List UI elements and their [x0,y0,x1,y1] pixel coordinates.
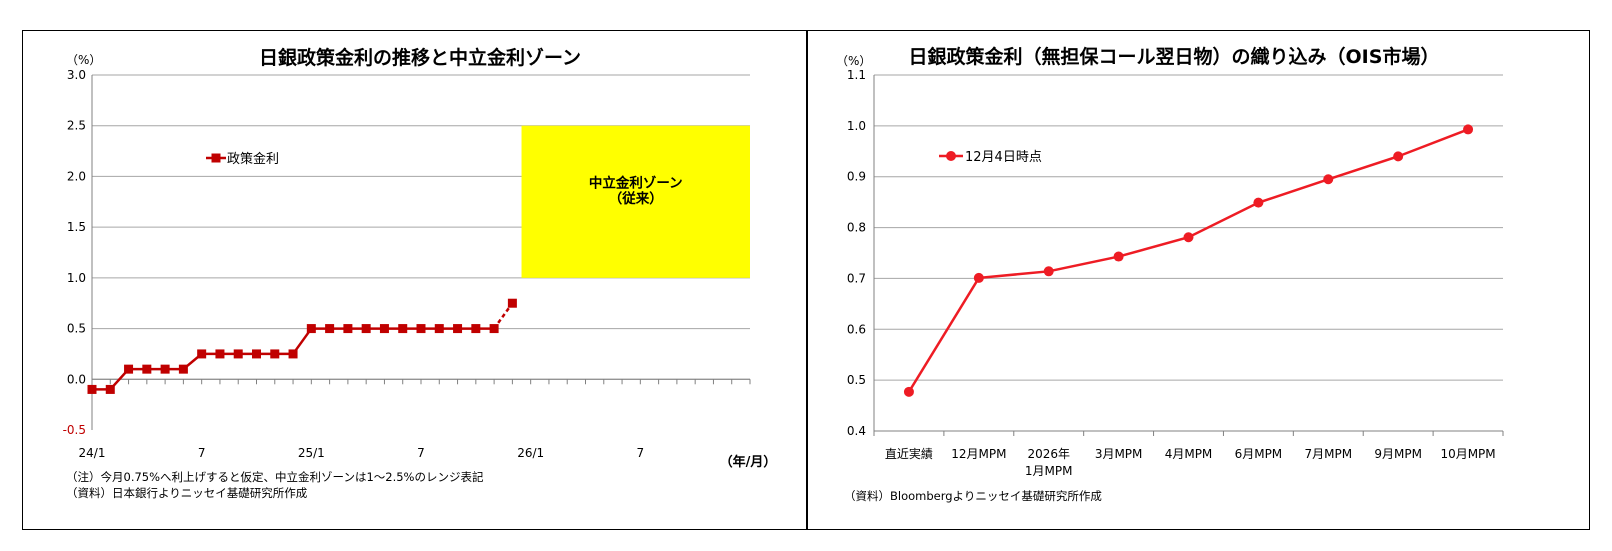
chart2-x-tick-label: 3月MPM [1095,447,1143,461]
chart1-x-tick-label: 7 [637,446,645,460]
chart2-x-tick-label: 2026年 [1027,447,1070,461]
ois-point [1463,124,1474,135]
legend-square-marker [211,153,221,163]
chart2-x-tick-label: 直近実績 [885,446,933,461]
left-chart-panel: 日銀政策金利の推移と中立金利ゾーン （%） 中立金利ゾーン （従来） 3.0 2.… [22,30,806,530]
chart2-y-tick-label: 0.4 [847,424,866,438]
chart2-y-tick-label: 1.1 [847,68,866,82]
ois-line [907,128,1469,393]
chart2-gridlines [874,74,1503,381]
policy-rate-point [142,364,152,374]
chart1-y-tick-label: 0.0 [67,372,86,386]
chart2-x-tick-label: 7月MPM [1304,447,1352,461]
policy-rate-point [270,349,280,359]
chart1-x-tick-labels: 24/1 7 25/1 7 26/1 7 [79,446,645,460]
chart1-note: （注）今月0.75%へ利上げすると仮定、中立金利ゾーンは1～2.5%のレンジ表記 [66,470,484,484]
policy-rate-point [306,324,316,334]
policy-rate-point [288,349,298,359]
policy-rate-point [197,349,207,359]
policy-rate-point [343,324,353,334]
chart2-y-tick-label: 1.0 [847,119,866,133]
ois-point [973,272,984,283]
chart2-x-tick-label: 1月MPM [1025,464,1073,478]
chart1-x-tick-label: 25/1 [298,446,325,460]
right-chart-panel: 日銀政策金利（無担保コール翌日物）の織り込み（OIS市場） （%） 1.1 1.0… [806,30,1590,530]
chart2-x-tick-label: 4月MPM [1165,447,1213,461]
neutral-rate-zone [521,125,750,278]
policy-rate-point [416,324,426,334]
ois-point [1323,174,1334,185]
chart2-source: （資料）Bloombergよりニッセイ基礎研究所作成 [844,489,1102,503]
neutral-rate-zone-label: 中立金利ゾーン [589,175,683,192]
policy-rate-point [398,324,408,334]
panel-divider [806,30,808,530]
policy-rate-point [453,324,463,334]
policy-rate-point [87,384,97,394]
ois-series [903,124,1474,397]
chart1-title: 日銀政策金利の推移と中立金利ゾーン [259,46,581,69]
chart1-y-unit: （%） [66,53,101,67]
policy-rate-point [325,324,335,334]
chart1-y-tick-label: -0.5 [63,423,86,437]
chart1-x-tick-label: 26/1 [517,446,544,460]
policy-rate-point [178,364,188,374]
chart1-y-tick-label: 1.0 [67,271,86,285]
chart1-y-tick-label: 3.0 [67,68,86,82]
chart1-legend: 政策金利 [206,151,279,167]
chart2-y-unit: （%） [836,54,871,68]
chart2-y-tick-labels: 1.1 1.0 0.9 0.8 0.7 0.6 0.5 0.4 [847,68,866,438]
chart1-x-tick-label: 7 [417,446,425,460]
policy-rate-point [434,324,444,334]
ois-point [1253,197,1264,208]
chart2-axes [873,75,1504,436]
ois-point [1113,251,1124,262]
ois-point [1393,151,1404,162]
ois-point [903,386,914,397]
policy-rate-point [252,349,261,359]
chart1-y-tick-label: 2.5 [67,119,86,133]
chart1-axes [91,75,751,430]
policy-rate-point [233,349,243,359]
ois-pricing-chart: 日銀政策金利（無担保コール翌日物）の織り込み（OIS市場） （%） 1.1 1.0… [836,45,1504,478]
chart2-y-tick-label: 0.8 [847,221,866,235]
chart1-legend-label: 政策金利 [227,151,279,167]
chart2-legend-label: 12月4日時点 [965,150,1042,165]
policy-rate-point [379,324,389,334]
policy-rate-series [87,298,517,394]
policy-rate-point [471,324,481,334]
chart1-x-tick-label: 7 [198,446,206,460]
legend-circle-marker [946,151,956,161]
ois-point [1043,266,1054,277]
chart2-x-tick-label: 6月MPM [1235,447,1283,461]
chart2-y-tick-label: 0.7 [847,271,866,285]
policy-rate-projected-line [493,302,514,330]
policy-rate-point [215,349,225,359]
policy-rate-chart: 日銀政策金利の推移と中立金利ゾーン （%） 中立金利ゾーン （従来） 3.0 2.… [63,46,777,470]
chart2-title: 日銀政策金利（無担保コール翌日物）の織り込み（OIS市場） [909,45,1440,68]
chart1-x-unit: （年/月） [720,454,777,470]
chart2-x-tick-labels: 直近実績 12月MPM 2026年 1月MPM 3月MPM 4月MPM 6月MPM 7月MPM… [885,446,1496,478]
ois-point [1183,232,1194,243]
chart1-source: （資料）日本銀行よりニッセイ基礎研究所作成 [66,486,308,500]
policy-rate-point [507,298,517,308]
policy-rate-point [124,364,134,374]
neutral-rate-zone-sublabel: （従来） [609,190,663,207]
policy-rate-point [361,324,371,334]
chart1-x-tick-label: 24/1 [79,446,106,460]
policy-rate-point [489,324,499,334]
chart2-y-tick-label: 0.5 [847,373,866,387]
chart2-x-tick-label: 12月MPM [951,447,1006,461]
chart2-y-tick-label: 0.9 [847,170,866,184]
chart2-legend: 12月4日時点 [939,150,1042,165]
policy-rate-point [160,364,170,374]
chart1-y-tick-label: 1.5 [67,220,86,234]
policy-rate-point [105,384,115,394]
chart1-y-tick-label: 0.5 [67,322,86,336]
chart1-y-tick-labels: 3.0 2.5 2.0 1.5 1.0 0.5 0.0 -0.5 [63,68,86,437]
chart2-x-tick-label: 10月MPM [1440,447,1495,461]
chart1-y-tick-label: 2.0 [67,169,86,183]
chart2-x-tick-label: 9月MPM [1374,447,1422,461]
chart2-y-tick-label: 0.6 [847,322,866,336]
